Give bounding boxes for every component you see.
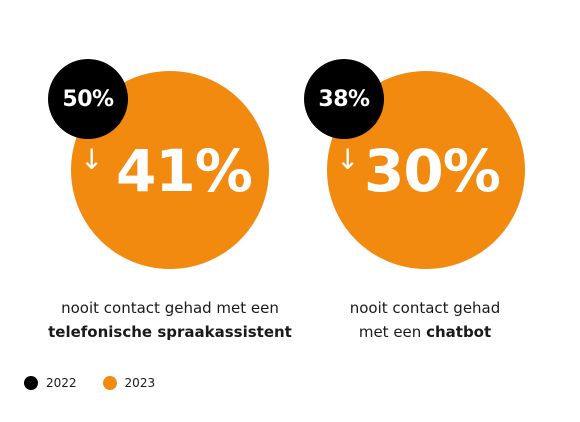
value-2022-chatbot: 38% bbox=[318, 86, 370, 112]
circle-2022-voice-assistant: 50% bbox=[48, 59, 128, 139]
legend: 2022 2023 bbox=[24, 376, 173, 390]
caption-bold: chatbot bbox=[426, 323, 492, 341]
value-2023-chatbot: 30% bbox=[364, 137, 501, 205]
caption-line2: met een chatbot bbox=[300, 320, 550, 344]
legend-swatch-2022 bbox=[24, 376, 38, 390]
caption-bold: telefonische spraakassistent bbox=[48, 323, 292, 341]
value-2023-voice-assistant: 41% bbox=[116, 137, 253, 205]
legend-item-2023: 2023 bbox=[102, 376, 156, 390]
caption-line1: nooit contact gehad bbox=[349, 299, 501, 317]
legend-swatch-2023 bbox=[102, 376, 117, 390]
caption-voice-assistant: nooit contact gehad met een telefonische… bbox=[40, 296, 300, 344]
caption-plain: met een bbox=[358, 323, 427, 341]
circle-2022-chatbot: 38% bbox=[304, 59, 384, 139]
value-2022-voice-assistant: 50% bbox=[62, 86, 114, 112]
caption-line2: telefonische spraakassistent bbox=[40, 320, 300, 344]
caption-chatbot: nooit contact gehad met een chatbot bbox=[300, 296, 550, 344]
legend-label-2022: 2022 bbox=[46, 376, 77, 390]
caption-line1: nooit contact gehad met een bbox=[61, 299, 279, 317]
arrow-down-icon: ↓ bbox=[336, 143, 360, 176]
legend-label-2023: 2023 bbox=[124, 376, 156, 390]
arrow-down-icon: ↓ bbox=[80, 143, 104, 176]
legend-item-2022: 2022 bbox=[24, 376, 77, 390]
